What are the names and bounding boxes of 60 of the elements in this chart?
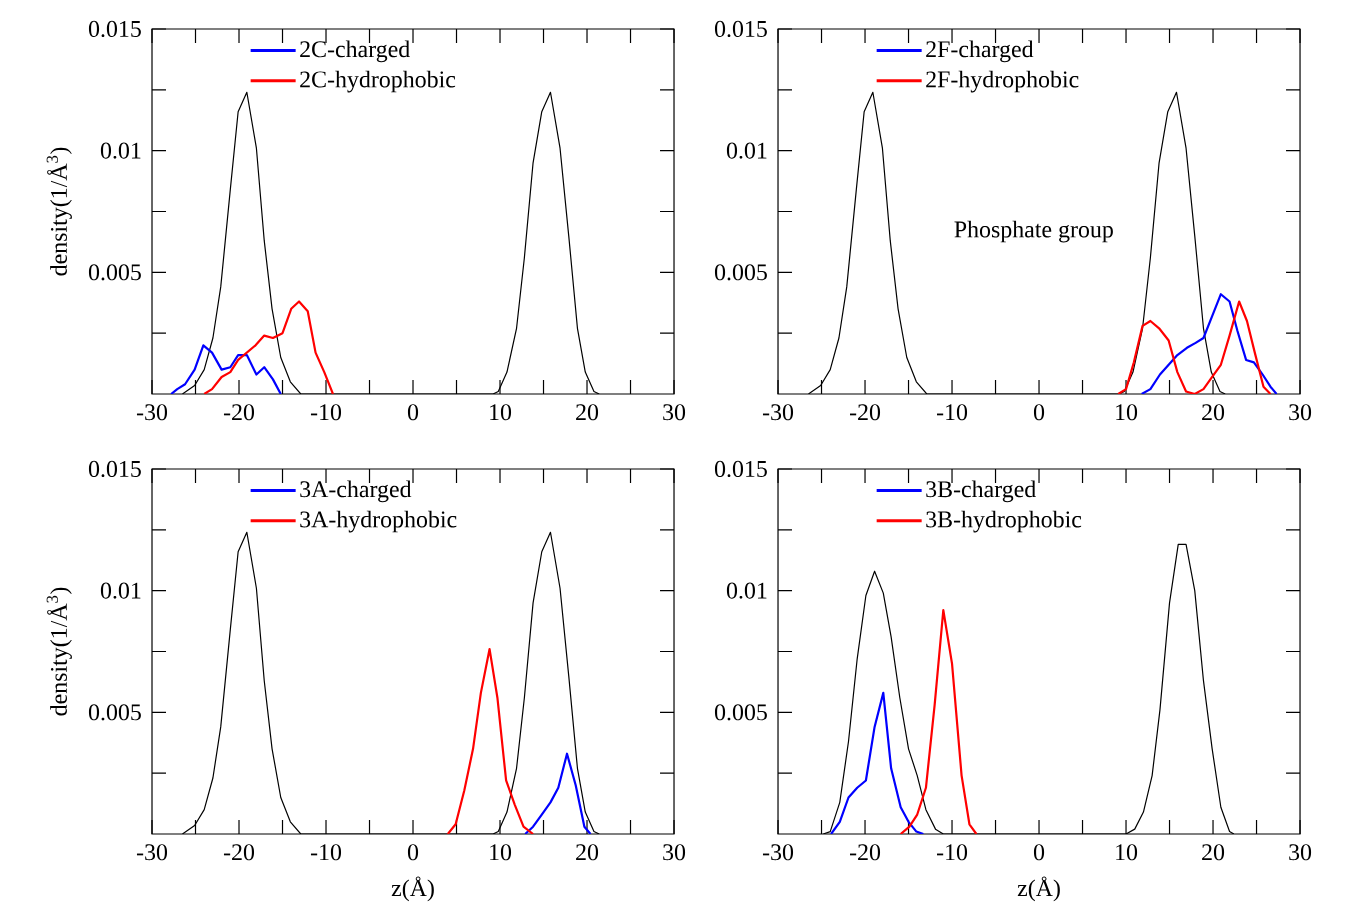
x-tick-label: -10 (936, 404, 968, 421)
x-tick-label: -10 (310, 404, 342, 421)
x-tick-label: 20 (576, 844, 599, 861)
y-tick-label: 0.015 (88, 460, 141, 478)
x-tick-label: -20 (223, 844, 255, 861)
line-series (170, 344, 282, 394)
x-tick-label: 10 (490, 844, 512, 861)
x-tick-label: -30 (136, 404, 168, 421)
y-tick-label: 0.015 (714, 460, 767, 478)
x-tick-label: -20 (223, 404, 255, 421)
legend-label: 3B-charged (926, 480, 1036, 503)
x-tick-label: 0 (1033, 404, 1045, 421)
x-tick-label: 20 (576, 404, 599, 421)
legend-label: 2C-hydrophobic (300, 70, 456, 93)
line-series (446, 647, 535, 834)
y-tick-label: 0.01 (726, 142, 767, 159)
line-series (1140, 293, 1278, 394)
legend-label: 2C-charged (300, 40, 410, 63)
x-tick-label: -30 (136, 844, 168, 861)
annotation: Phosphate group (954, 220, 1113, 243)
x-axis-title: z(Å) (391, 876, 434, 902)
line-series (524, 752, 592, 834)
x-tick-label: 30 (663, 404, 686, 421)
y-tick-label: 0.005 (714, 264, 767, 281)
x-tick-label: 30 (1289, 844, 1312, 861)
y-tick-label: 0.01 (100, 142, 141, 159)
y-axis-title: density(1/Å$^{3}$) (46, 587, 72, 716)
y-tick-label: 0.005 (88, 704, 141, 721)
x-tick-label: -10 (310, 844, 342, 861)
y-tick-label: 0.015 (88, 20, 141, 38)
x-tick-label: 30 (663, 844, 686, 861)
x-tick-label: 20 (1202, 844, 1225, 861)
y-tick-label: 0.005 (714, 704, 767, 721)
legend-label: 2F-charged (926, 40, 1034, 63)
x-tick-label: 0 (1033, 844, 1045, 861)
x-tick-label: 20 (1202, 404, 1225, 421)
line-series (899, 609, 978, 834)
x-tick-label: -20 (849, 404, 881, 421)
x-tick-label: -30 (762, 844, 794, 861)
legend-label: 2F-hydrophobic (926, 70, 1079, 93)
x-tick-label: -10 (936, 844, 968, 861)
x-tick-label: -30 (762, 404, 794, 421)
y-tick-label: 0.015 (714, 20, 767, 38)
legend-label: 3A-hydrophobic (300, 510, 457, 533)
x-axis-title: z(Å) (1017, 876, 1060, 902)
y-tick-label: 0.01 (726, 582, 767, 599)
legend-label: 3B-hydrophobic (926, 510, 1082, 533)
line-series (829, 691, 925, 834)
x-tick-label: -20 (849, 844, 881, 861)
x-tick-label: 30 (1289, 404, 1312, 421)
x-tick-label: 10 (1116, 404, 1138, 421)
line-series (1117, 300, 1272, 394)
legend-label: 3A-charged (300, 480, 412, 503)
x-tick-label: 0 (407, 844, 419, 861)
y-axis-title: density(1/Å$^{3}$) (46, 147, 72, 276)
y-tick-label: 0.005 (88, 264, 141, 281)
y-tick-label: 0.01 (100, 582, 141, 599)
x-tick-label: 0 (407, 404, 419, 421)
x-tick-label: 10 (490, 404, 512, 421)
x-tick-label: 10 (1116, 844, 1138, 861)
